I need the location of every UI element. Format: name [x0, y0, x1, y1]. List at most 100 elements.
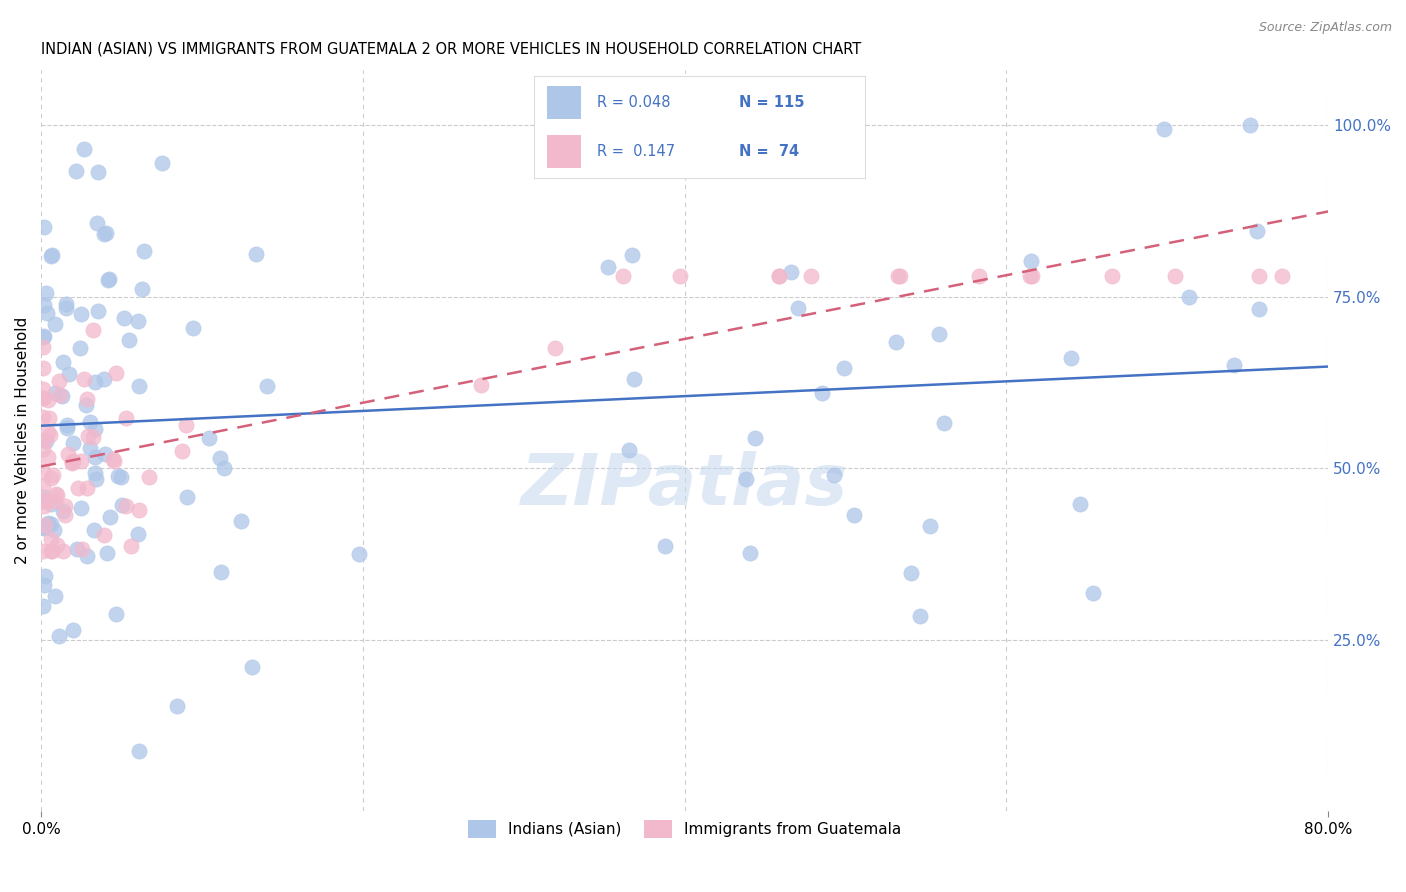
- Point: [70, 501, 93, 516]
- Point: [619, 442, 641, 457]
- Point: [128, 503, 150, 517]
- Point: [31, 493, 53, 508]
- Point: [544, 341, 567, 355]
- Point: [734, 473, 756, 487]
- Point: [55, 301, 77, 315]
- Point: [1083, 586, 1105, 600]
- Point: [111, 498, 134, 512]
- Point: [131, 282, 153, 296]
- Point: [1164, 269, 1187, 284]
- Point: [44, 493, 66, 508]
- Point: [669, 269, 692, 284]
- Point: [31, 543, 53, 558]
- Point: [96, 546, 118, 560]
- Point: [31, 442, 53, 457]
- Text: INDIAN (ASIAN) VS IMMIGRANTS FROM GUATEMALA 2 OR MORE VEHICLES IN HOUSEHOLD CORR: INDIAN (ASIAN) VS IMMIGRANTS FROM GUATEM…: [41, 42, 862, 57]
- Point: [1249, 302, 1271, 317]
- Text: R = 0.048: R = 0.048: [598, 95, 671, 110]
- Point: [48, 629, 70, 643]
- Point: [82, 323, 104, 337]
- Point: [612, 269, 634, 284]
- Point: [128, 378, 150, 392]
- Point: [31, 391, 53, 405]
- Point: [1178, 289, 1201, 303]
- Point: [37, 516, 59, 530]
- Point: [66, 542, 89, 557]
- Point: [31, 340, 53, 354]
- Point: [56, 418, 79, 433]
- Point: [1249, 269, 1271, 284]
- Point: [84, 422, 107, 436]
- Point: [832, 360, 855, 375]
- Point: [347, 547, 370, 561]
- Point: [32, 409, 55, 424]
- Point: [208, 450, 231, 465]
- Point: [46, 538, 69, 552]
- Point: [39, 543, 62, 558]
- Point: [118, 333, 141, 347]
- Point: [79, 415, 101, 429]
- Point: [52, 543, 75, 558]
- Point: [86, 216, 108, 230]
- Point: [52, 503, 75, 517]
- Point: [780, 264, 803, 278]
- Point: [34, 518, 56, 533]
- Point: [76, 549, 98, 563]
- Point: [623, 372, 645, 386]
- Point: [31, 361, 53, 376]
- Point: [1021, 254, 1043, 268]
- Point: [242, 660, 264, 674]
- Point: [900, 566, 922, 580]
- Point: [181, 321, 204, 335]
- Point: [1239, 118, 1261, 132]
- Point: [107, 469, 129, 483]
- Point: [110, 469, 132, 483]
- Point: [31, 599, 53, 613]
- Point: [98, 272, 121, 286]
- Point: [79, 441, 101, 455]
- Point: [65, 164, 87, 178]
- Point: [52, 355, 75, 369]
- Point: [31, 382, 53, 396]
- Point: [198, 431, 221, 445]
- Point: [69, 341, 91, 355]
- Point: [35, 494, 58, 508]
- Point: [93, 527, 115, 541]
- Point: [60, 454, 83, 468]
- Point: [37, 425, 59, 439]
- Point: [114, 411, 136, 425]
- Point: [83, 376, 105, 390]
- Legend: Indians (Asian), Immigrants from Guatemala: Indians (Asian), Immigrants from Guatema…: [463, 814, 907, 845]
- Point: [928, 327, 950, 342]
- Point: [120, 539, 142, 553]
- Point: [967, 269, 990, 284]
- Point: [35, 285, 58, 300]
- Point: [1069, 497, 1091, 511]
- Point: [887, 269, 910, 284]
- Point: [32, 298, 55, 312]
- Point: [83, 466, 105, 480]
- Point: [56, 447, 79, 461]
- Point: [53, 499, 76, 513]
- Point: [44, 385, 66, 400]
- Point: [621, 248, 644, 262]
- Point: [45, 488, 67, 502]
- Point: [62, 436, 84, 450]
- Point: [738, 546, 761, 560]
- Point: [598, 260, 620, 274]
- Point: [75, 398, 97, 412]
- Point: [103, 453, 125, 467]
- Point: [170, 444, 193, 458]
- Point: [73, 372, 96, 386]
- Text: N = 115: N = 115: [740, 95, 804, 110]
- Point: [166, 699, 188, 714]
- Point: [37, 392, 59, 407]
- Point: [127, 527, 149, 541]
- Point: [245, 247, 267, 261]
- Text: ZIPatlas: ZIPatlas: [522, 450, 848, 520]
- Point: [212, 460, 235, 475]
- Point: [32, 219, 55, 234]
- Point: [256, 378, 278, 392]
- Point: [67, 481, 90, 495]
- Point: [62, 453, 84, 467]
